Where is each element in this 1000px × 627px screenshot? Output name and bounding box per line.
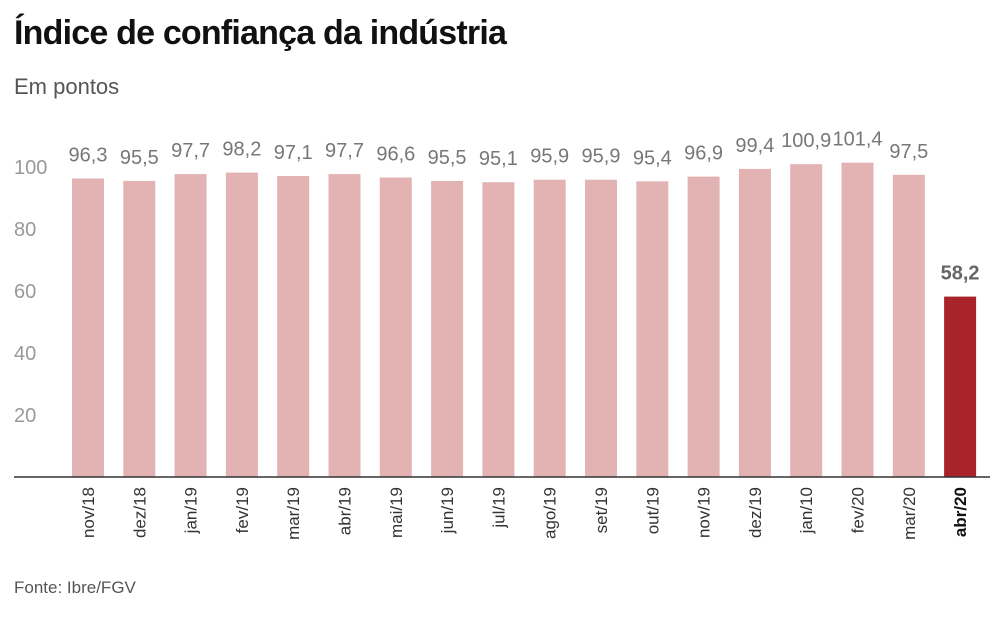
y-tick-label: 80 — [14, 219, 36, 241]
bar — [533, 179, 566, 477]
bar — [174, 174, 207, 477]
x-tick-label: abr/20 — [951, 487, 970, 537]
x-tick-label: jan/19 — [182, 487, 201, 534]
bar — [790, 164, 823, 477]
x-tick-label: jan/10 — [797, 487, 816, 534]
data-label: 95,1 — [479, 148, 518, 170]
x-tick-label: set/19 — [592, 487, 611, 533]
data-label: 98,2 — [222, 139, 261, 161]
data-label: 95,4 — [633, 147, 672, 169]
data-label: 95,9 — [582, 146, 621, 168]
x-tick-label: mar/20 — [900, 487, 919, 540]
data-label: 96,6 — [376, 144, 415, 166]
bar — [379, 177, 412, 477]
data-label: 97,7 — [171, 140, 210, 162]
x-tick-label: ago/19 — [541, 487, 560, 539]
y-tick-label: 60 — [14, 281, 36, 303]
data-label: 97,7 — [325, 140, 364, 162]
bar — [482, 182, 515, 477]
data-label: 100,9 — [781, 130, 831, 152]
y-tick-label: 100 — [14, 157, 47, 179]
y-tick-label: 40 — [14, 343, 36, 365]
x-tick-label: abr/19 — [336, 487, 355, 535]
x-tick-label: dez/18 — [130, 487, 149, 538]
bar — [944, 296, 977, 477]
x-tick-label: nov/19 — [695, 487, 714, 538]
x-tick-label: mar/19 — [284, 487, 303, 540]
data-label: 101,4 — [832, 129, 882, 151]
data-label: 96,3 — [69, 145, 108, 167]
bar — [431, 180, 464, 477]
bar — [738, 168, 771, 477]
chart-title: Índice de confiança da indústria — [14, 14, 507, 52]
y-tick-label: 20 — [14, 405, 36, 427]
x-tick-label: dez/19 — [746, 487, 765, 538]
data-label: 99,4 — [735, 135, 774, 157]
bar — [328, 174, 361, 477]
x-tick-label: out/19 — [643, 487, 662, 534]
x-tick-label: jul/19 — [489, 487, 508, 529]
data-label: 96,9 — [684, 143, 723, 165]
bar — [72, 178, 104, 477]
x-tick-label: fev/20 — [849, 487, 868, 533]
bar — [687, 176, 720, 477]
data-label: 97,5 — [889, 141, 928, 163]
data-label: 95,9 — [530, 146, 569, 168]
bar — [841, 162, 874, 477]
x-tick-label: nov/18 — [79, 487, 98, 538]
x-tick-label: fev/19 — [233, 487, 252, 533]
data-label: 97,1 — [274, 142, 313, 164]
source-note: Fonte: Ibre/FGV — [14, 578, 136, 597]
bar — [225, 172, 258, 477]
chart-subtitle: Em pontos — [14, 74, 120, 99]
bar — [892, 174, 925, 478]
bar — [585, 179, 617, 477]
bar — [636, 181, 669, 478]
data-label: 95,5 — [428, 147, 467, 169]
bar — [277, 176, 310, 477]
data-label: 58,2 — [941, 263, 980, 285]
bar — [123, 180, 156, 477]
x-tick-label: mai/19 — [387, 487, 406, 538]
x-tick-label: jun/19 — [438, 487, 457, 534]
data-label: 95,5 — [120, 147, 159, 169]
